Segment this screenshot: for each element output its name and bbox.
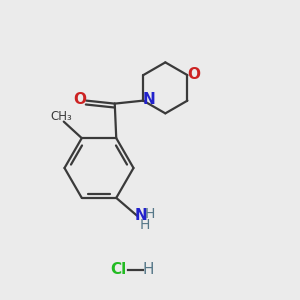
Text: H: H <box>145 207 155 221</box>
Text: H: H <box>143 262 154 278</box>
Text: Cl: Cl <box>110 262 127 278</box>
Text: N: N <box>142 92 155 106</box>
Text: O: O <box>188 67 200 82</box>
Text: N: N <box>134 208 147 224</box>
Text: CH₃: CH₃ <box>50 110 72 123</box>
Text: H: H <box>140 218 150 232</box>
Text: O: O <box>73 92 86 107</box>
